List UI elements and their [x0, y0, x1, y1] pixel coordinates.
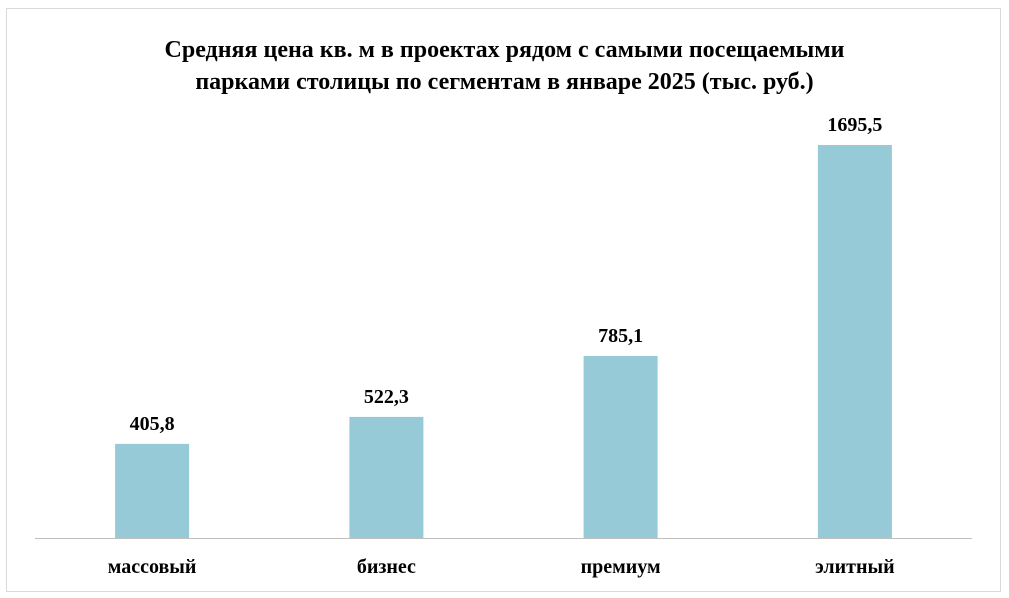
bar-0 [115, 443, 190, 538]
data-label-0: 405,8 [130, 413, 175, 435]
chart-title: Средняя цена кв. м в проектах рядом с са… [0, 34, 1009, 98]
bar-1 [349, 416, 424, 538]
bar-3 [817, 145, 892, 538]
category-label-1: бизнес [357, 556, 416, 578]
value-labels-group: 405,8 522,3 785,1 1695,5 [130, 114, 883, 435]
category-label-0: массовый [108, 556, 197, 578]
category-label-3: элитный [815, 556, 895, 578]
chart-title-line-2: парками столицы по сегментам в январе 20… [195, 69, 814, 95]
category-label-2: премиум [581, 556, 661, 578]
data-label-2: 785,1 [598, 325, 643, 347]
bar-2 [583, 356, 658, 538]
bars-group [115, 145, 892, 538]
data-label-1: 522,3 [364, 386, 409, 408]
category-labels-group: массовый бизнес премиум элитный [108, 556, 895, 578]
chart-title-line-1: Средняя цена кв. м в проектах рядом с са… [164, 37, 845, 63]
data-label-3: 1695,5 [827, 114, 882, 136]
